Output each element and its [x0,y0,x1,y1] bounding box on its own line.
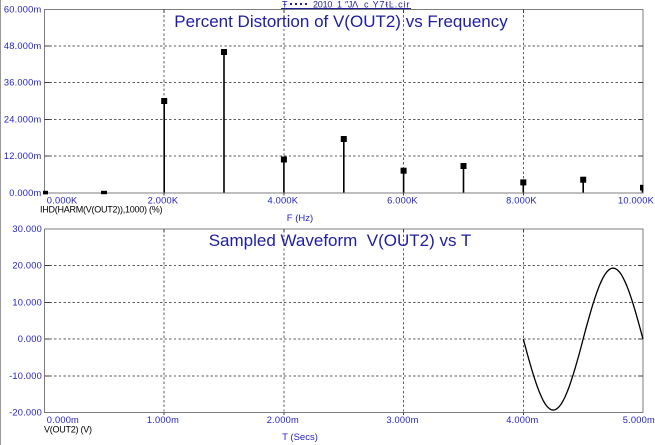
svg-text:V(OUT2) (V): V(OUT2) (V) [44,425,92,435]
svg-text:60.000m: 60.000m [4,5,42,15]
svg-text:6.000K: 6.000K [387,196,418,206]
svg-text:2010_1: 2010_1 [313,0,342,10]
svg-text:2.000K: 2.000K [148,196,179,206]
svg-text:2.000m: 2.000m [267,415,299,425]
svg-text:4.000m: 4.000m [506,415,538,425]
svg-text:10.000: 10.000 [12,297,42,307]
svg-text:36.000m: 36.000m [4,78,42,88]
svg-text:0.000m: 0.000m [47,415,79,425]
svg-text:8.000K: 8.000K [506,196,537,206]
svg-text:c Y7ŧĿ.cir: c Y7ŧĿ.cir [364,0,410,10]
svg-text:12.000m: 12.000m [4,151,42,161]
svg-text:4.000K: 4.000K [267,196,298,206]
svg-text:48.000m: 48.000m [4,41,42,51]
svg-text:20.000: 20.000 [12,261,42,271]
svg-text:″JΛ: ″JΛ [345,0,358,10]
svg-text:-10.000: -10.000 [9,371,42,381]
svg-text:IHD(HARM(V(OUT2)),1000) (%): IHD(HARM(V(OUT2)),1000) (%) [40,205,163,215]
svg-text:Sampled Waveform V(OUT2) vs T: Sampled Waveform V(OUT2) vs T [209,231,472,250]
svg-text:T (Secs): T (Secs) [282,432,318,443]
svg-text:1.000m: 1.000m [147,415,179,425]
svg-text:0.000K: 0.000K [47,196,78,206]
svg-text:-20.000: -20.000 [9,408,42,418]
svg-text:5.000m: 5.000m [623,415,655,425]
svg-text:3.000m: 3.000m [386,415,418,425]
svg-text:Ŧ: Ŧ [282,0,288,10]
svg-text:Percent Distortion of V(OUT2): Percent Distortion of V(OUT2) vs Frequen… [174,12,508,31]
svg-text:F (Hz): F (Hz) [287,213,313,224]
svg-text:0.000m: 0.000m [9,188,41,198]
svg-text:0.000: 0.000 [18,334,42,344]
svg-text:24.000m: 24.000m [4,114,42,124]
svg-text:10.000K: 10.000K [618,196,655,206]
svg-text:30.000: 30.000 [12,224,42,234]
